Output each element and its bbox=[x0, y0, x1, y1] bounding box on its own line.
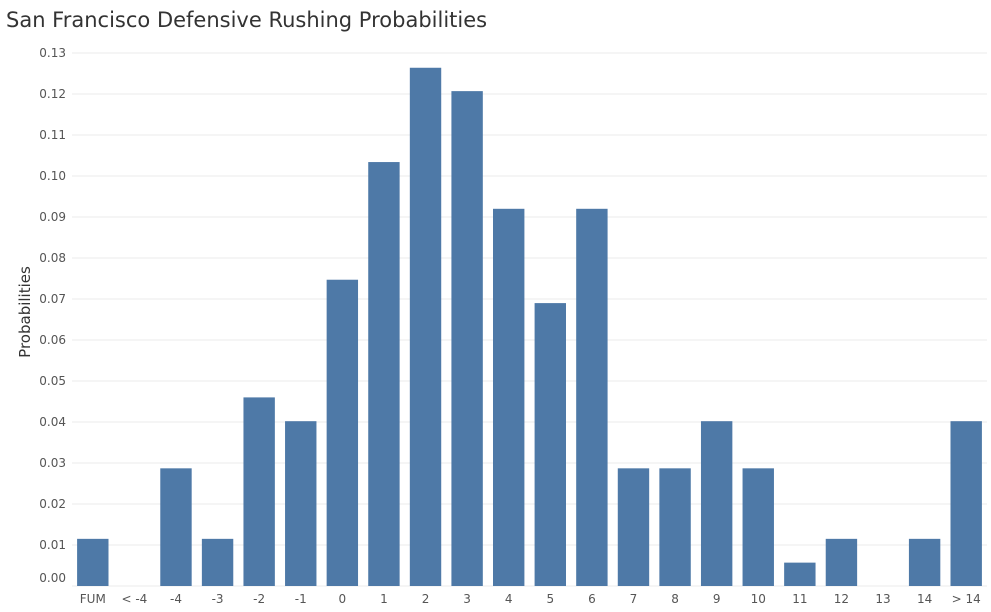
bar[interactable] bbox=[659, 468, 691, 586]
bar[interactable] bbox=[742, 468, 774, 586]
y-tick-label: 0.12 bbox=[39, 87, 66, 101]
bar[interactable] bbox=[825, 538, 858, 586]
bar[interactable] bbox=[77, 538, 109, 586]
bar[interactable] bbox=[950, 421, 982, 586]
bar[interactable] bbox=[160, 468, 192, 586]
x-tick-label: 6 bbox=[588, 592, 596, 606]
x-tick-label: FUM bbox=[80, 592, 106, 606]
y-tick-label: 0.01 bbox=[39, 538, 66, 552]
gridlines bbox=[72, 52, 987, 587]
x-tick-label: 1 bbox=[380, 592, 388, 606]
y-tick-label: 0.09 bbox=[39, 210, 66, 224]
x-tick-label: 12 bbox=[834, 592, 849, 606]
bar[interactable] bbox=[368, 162, 400, 586]
x-tick-label: 9 bbox=[713, 592, 721, 606]
bars bbox=[77, 67, 982, 587]
y-tick-label: 0.03 bbox=[39, 456, 66, 470]
bar[interactable] bbox=[451, 91, 483, 586]
y-tick-label: 0.00 bbox=[39, 571, 66, 585]
x-tick-label: > 14 bbox=[952, 592, 981, 606]
x-tick-label: -2 bbox=[253, 592, 265, 606]
bar[interactable] bbox=[617, 468, 650, 586]
y-tick-label: 0.13 bbox=[39, 46, 66, 60]
y-tick-label: 0.04 bbox=[39, 415, 66, 429]
bar[interactable] bbox=[409, 67, 442, 586]
x-tick-label: 10 bbox=[751, 592, 766, 606]
y-tick-label: 0.06 bbox=[39, 333, 66, 347]
x-tick-label: < -4 bbox=[121, 592, 147, 606]
bar[interactable] bbox=[201, 538, 234, 586]
bar[interactable] bbox=[243, 397, 275, 586]
bar[interactable] bbox=[700, 421, 733, 586]
x-tick-label: -1 bbox=[295, 592, 307, 606]
x-tick-label: 2 bbox=[422, 592, 430, 606]
y-axis-ticks: 0.00 0.01 0.02 0.03 0.04 0.05 0.06 0.07 0.08 0.09… bbox=[39, 46, 66, 585]
bar[interactable] bbox=[285, 421, 317, 586]
x-axis-ticks: FUM < -4 -4 -3 -2 -1 0 1 2 3 4 5 6 7 8 9 10 11 12 13 14 > 14 bbox=[80, 592, 981, 606]
x-tick-label: 11 bbox=[792, 592, 807, 606]
y-tick-label: 0.07 bbox=[39, 292, 66, 306]
x-tick-label: 5 bbox=[546, 592, 554, 606]
bar[interactable] bbox=[908, 538, 941, 586]
x-tick-label: -3 bbox=[212, 592, 224, 606]
y-tick-label: 0.11 bbox=[39, 128, 66, 142]
bar[interactable] bbox=[576, 208, 608, 587]
bar[interactable] bbox=[534, 303, 566, 586]
x-tick-label: 0 bbox=[339, 592, 347, 606]
y-tick-label: 0.08 bbox=[39, 251, 66, 265]
y-tick-label: 0.05 bbox=[39, 374, 66, 388]
bar[interactable] bbox=[784, 562, 816, 586]
y-axis-label: Probabilities bbox=[16, 266, 34, 358]
x-tick-label: 14 bbox=[917, 592, 932, 606]
x-tick-label: 4 bbox=[505, 592, 513, 606]
y-tick-label: 0.02 bbox=[39, 497, 66, 511]
y-tick-label: 0.10 bbox=[39, 169, 66, 183]
x-tick-label: 7 bbox=[630, 592, 638, 606]
x-tick-label: 3 bbox=[463, 592, 471, 606]
x-tick-label: 8 bbox=[671, 592, 679, 606]
chart-title: San Francisco Defensive Rushing Probabil… bbox=[6, 8, 488, 32]
x-tick-label: -4 bbox=[170, 592, 182, 606]
x-tick-label: 13 bbox=[875, 592, 890, 606]
bar[interactable] bbox=[493, 208, 525, 587]
bar[interactable] bbox=[326, 279, 359, 586]
